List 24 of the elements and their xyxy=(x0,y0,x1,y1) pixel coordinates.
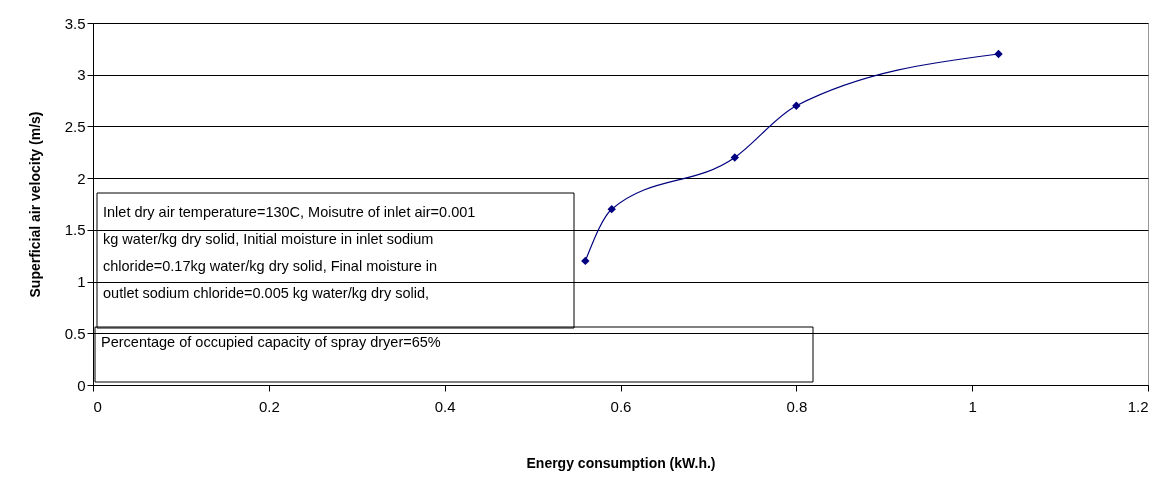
x-axis-title: Energy consumption (kW.h.) xyxy=(526,454,716,471)
x-tick-label: 1.2 xyxy=(1127,397,1149,415)
y-tick-label: 2.5 xyxy=(64,117,86,135)
x-tick-label: 0.8 xyxy=(786,397,808,415)
y-tick-label: 3.5 xyxy=(64,14,86,32)
point xyxy=(730,153,739,162)
point xyxy=(581,256,590,266)
x-tick-label: 0.6 xyxy=(610,397,632,415)
y-tick-label: 2 xyxy=(77,169,86,187)
y-tick-label: 0.5 xyxy=(64,324,86,342)
point xyxy=(994,49,1003,59)
x-tick-label: 0 xyxy=(93,397,102,415)
annotation: Inlet dry air temperature=130C, Moisutre of inlet air=0.001 kg water/kg dry solid, Initial moisture in inlet sodium chloride=0.17kg water/kg dry solid, Final moisture in outlet sodium chloride=0.005 kg water/kg dry solid, xyxy=(103,204,476,301)
x-tick-label: 1 xyxy=(968,397,977,415)
point xyxy=(607,204,616,214)
annotation: Percentage of occupied capacity of spray dryer=65% xyxy=(101,334,441,350)
point xyxy=(792,101,801,110)
y-tick-label: 1.5 xyxy=(64,221,86,239)
y-tick-label: 0 xyxy=(77,376,86,394)
y-tick-label: 1 xyxy=(77,273,86,291)
y-axis-title: Superficial air velocity (m/s) xyxy=(26,111,43,298)
x-tick-label: 0.2 xyxy=(258,397,280,415)
y-tick-label: 3 xyxy=(77,66,86,84)
x-tick-label: 0.4 xyxy=(434,397,456,415)
